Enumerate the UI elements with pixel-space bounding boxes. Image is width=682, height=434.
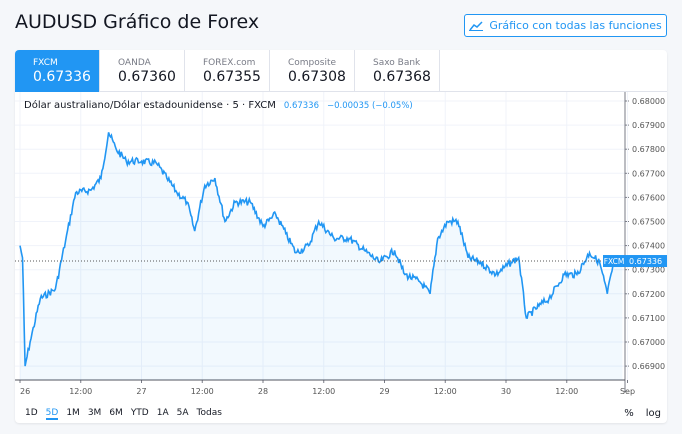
y-tick-label: 0.67700 bbox=[632, 169, 665, 178]
x-tick-label: 12:00 bbox=[555, 387, 578, 396]
y-tick-label: 0.67900 bbox=[632, 121, 665, 130]
tab-saxobank[interactable]: Saxo Bank 0.67368 bbox=[355, 50, 440, 92]
range-6m[interactable]: 6M bbox=[109, 408, 123, 418]
y-tick-label: 0.67000 bbox=[632, 338, 665, 347]
exchange-tabs: FXCM 0.67336 OANDA 0.67360 FOREX.com 0.67355 C… bbox=[15, 50, 667, 92]
last-price-source: FXCM bbox=[604, 257, 625, 266]
x-tick-label: 29 bbox=[379, 387, 389, 396]
y-tick-label: 0.67800 bbox=[632, 145, 665, 154]
chart-legend: Dólar australiano/Dólar estadounidense ·… bbox=[24, 100, 413, 111]
price-line bbox=[19, 132, 624, 367]
page-title: AUDUSD Gráfico de Forex bbox=[15, 11, 260, 33]
range-1d[interactable]: 1D bbox=[25, 408, 38, 418]
legend-price: 0.67336 bbox=[283, 101, 319, 111]
tab-name: FOREX.com bbox=[203, 58, 256, 68]
last-price-source-badge bbox=[603, 255, 625, 268]
tab-oanda[interactable]: OANDA 0.67360 bbox=[100, 50, 185, 92]
x-tick-label: 30 bbox=[501, 387, 511, 396]
tab-name: Composite bbox=[288, 58, 337, 68]
tab-value: 0.67360 bbox=[118, 69, 176, 85]
x-tick-label: 26 bbox=[20, 387, 30, 396]
x-tick-label: 12:00 bbox=[312, 387, 335, 396]
full-chart-button[interactable]: Gráfico con todas las funciones bbox=[464, 14, 667, 37]
y-tick-label: 0.67500 bbox=[632, 218, 665, 227]
y-tick-label: 0.68000 bbox=[632, 97, 665, 106]
x-tick-label: Sep bbox=[620, 387, 635, 396]
range-todas[interactable]: Todas bbox=[196, 408, 222, 418]
x-tick-label: 12:00 bbox=[434, 387, 457, 396]
range-selector: 1D 5D 1M 3M 6M YTD 1A 5A Todas bbox=[25, 408, 222, 420]
range-5d[interactable]: 5D bbox=[45, 408, 59, 420]
y-tick-label: 0.67400 bbox=[632, 242, 665, 251]
y-tick-label: 0.67600 bbox=[632, 193, 665, 202]
tab-composite[interactable]: Composite 0.67308 bbox=[270, 50, 355, 92]
range-1a[interactable]: 1A bbox=[156, 408, 169, 418]
y-tick-label: 0.66900 bbox=[632, 362, 665, 371]
range-5a[interactable]: 5A bbox=[176, 408, 189, 418]
last-price-value: 0.67336 bbox=[629, 257, 662, 266]
y-tick-label: 0.67300 bbox=[632, 266, 665, 275]
last-price-badge bbox=[625, 255, 667, 268]
tab-name: OANDA bbox=[118, 58, 151, 68]
chart-line-icon bbox=[469, 20, 484, 31]
tab-value: 0.67368 bbox=[373, 69, 431, 85]
tab-name: FXCM bbox=[33, 58, 58, 68]
percent-toggle[interactable]: % bbox=[624, 408, 634, 419]
tab-name: Saxo Bank bbox=[373, 58, 421, 68]
range-3m[interactable]: 3M bbox=[87, 408, 102, 418]
x-tick-label: 12:00 bbox=[69, 387, 92, 396]
tab-value: 0.67355 bbox=[203, 69, 261, 85]
legend-symbol: Dólar australiano/Dólar estadounidense ·… bbox=[24, 100, 276, 111]
tab-forexcom[interactable]: FOREX.com 0.67355 bbox=[185, 50, 270, 92]
price-area bbox=[20, 132, 623, 380]
tab-value: 0.67308 bbox=[288, 69, 346, 85]
legend-change: −0.00035 (−0.05%) bbox=[326, 101, 413, 111]
x-tick-label: 27 bbox=[136, 387, 146, 396]
y-tick-label: 0.67100 bbox=[632, 314, 665, 323]
full-chart-label: Gráfico con todas las funciones bbox=[489, 19, 662, 32]
range-1m[interactable]: 1M bbox=[66, 408, 80, 418]
tab-value: 0.67336 bbox=[33, 69, 91, 85]
log-toggle[interactable]: log bbox=[645, 408, 661, 419]
price-chart[interactable]: 0.68000 0.67900 0.67800 0.67700 0.67600 0.675… bbox=[15, 50, 667, 423]
y-tick-label: 0.67200 bbox=[632, 290, 665, 299]
chart-widget: FXCM 0.67336 OANDA 0.67360 FOREX.com 0.67355 C… bbox=[15, 50, 667, 423]
x-tick-label: 28 bbox=[258, 387, 268, 396]
range-ytd[interactable]: YTD bbox=[130, 408, 149, 418]
tab-fxcm[interactable]: FXCM 0.67336 bbox=[15, 50, 100, 92]
x-tick-label: 12:00 bbox=[191, 387, 214, 396]
